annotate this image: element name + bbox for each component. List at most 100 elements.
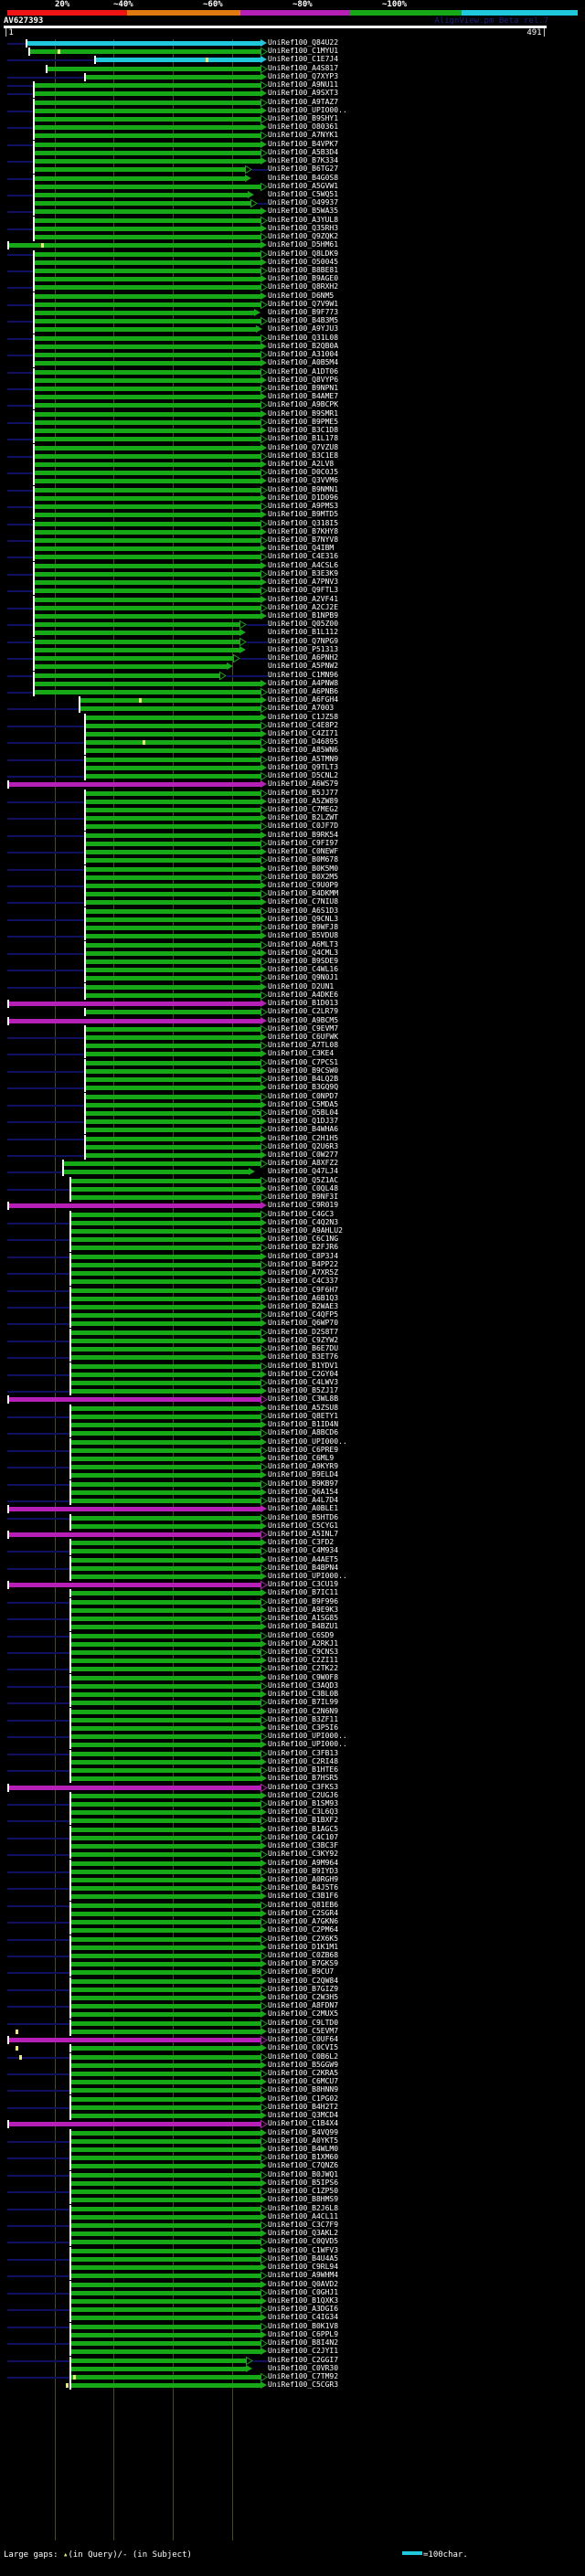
subject-accession-label[interactable]: UniRef100_D1K1M1 xyxy=(268,1942,339,1951)
hit-bar[interactable] xyxy=(7,1532,261,1537)
hit-bar[interactable] xyxy=(33,437,261,442)
hit-bar[interactable] xyxy=(84,841,261,846)
subject-accession-label[interactable]: UniRef100_A7XR5Z xyxy=(268,1268,339,1277)
hit-bar[interactable] xyxy=(84,1052,261,1057)
hit-bar[interactable] xyxy=(33,647,239,652)
subject-accession-label[interactable]: UniRef100_Q4IBM xyxy=(268,544,335,553)
hit-bar[interactable] xyxy=(69,2080,261,2085)
alignment-row[interactable]: UniRef100_B4J5T6 xyxy=(0,1883,585,1893)
hit-bar[interactable] xyxy=(33,235,261,240)
hit-bar[interactable] xyxy=(33,175,245,181)
subject-accession-label[interactable]: UniRef100_Q5Z1AC xyxy=(268,1175,339,1184)
alignment-row[interactable]: UniRef100_B1BXF2 xyxy=(0,1816,585,1826)
subject-accession-label[interactable]: UniRef100_A7NYK1 xyxy=(268,131,339,140)
hit-bar[interactable] xyxy=(69,1557,261,1563)
alignment-row[interactable]: UniRef100_Q7NPG9 xyxy=(0,637,585,646)
alignment-row[interactable]: UniRef100_B3ZF11 xyxy=(0,1715,585,1724)
alignment-row[interactable]: UniRef100_C5CGR3 xyxy=(0,2380,585,2390)
hit-bar[interactable] xyxy=(69,1262,261,1267)
hit-bar[interactable] xyxy=(69,1776,261,1782)
subject-accession-label[interactable]: UniRef100_A31004 xyxy=(268,350,339,359)
subject-accession-label[interactable]: UniRef100_A0YKT5 xyxy=(268,2136,339,2145)
hit-bar[interactable] xyxy=(33,83,261,89)
subject-accession-label[interactable]: UniRef100_B4J5T6 xyxy=(268,1883,339,1892)
subject-accession-label[interactable]: UniRef100_O50045 xyxy=(268,257,339,266)
subject-accession-label[interactable]: UniRef100_C3B1F6 xyxy=(268,1892,339,1901)
subject-accession-label[interactable]: UniRef100_B7IL99 xyxy=(268,1698,339,1707)
subject-accession-label[interactable]: UniRef100_Q05Z00 xyxy=(268,620,339,629)
subject-accession-label[interactable]: UniRef100_A4DKE6 xyxy=(268,990,339,999)
subject-accession-label[interactable]: UniRef100_A3DGI6 xyxy=(268,2305,339,2314)
subject-accession-label[interactable]: UniRef100_B1D013 xyxy=(268,999,339,1008)
alignment-row[interactable]: UniRef100_A9KYR9 xyxy=(0,1462,585,1472)
alignment-row[interactable]: UniRef100_C0QVD5 xyxy=(0,2237,585,2247)
alignment-row[interactable]: UniRef100_A5GVW1 xyxy=(0,182,585,191)
hit-bar[interactable] xyxy=(69,1515,261,1521)
subject-accession-label[interactable]: UniRef100_C4WL16 xyxy=(268,965,339,974)
subject-accession-label[interactable]: UniRef100_B1YDV1 xyxy=(268,1361,339,1370)
alignment-row[interactable]: UniRef100_C3L6Q3 xyxy=(0,1807,585,1818)
hit-bar[interactable] xyxy=(69,1860,261,1866)
alignment-row[interactable]: UniRef100_UPI000.. xyxy=(0,1740,585,1750)
hit-bar[interactable] xyxy=(69,2214,261,2220)
alignment-row[interactable]: UniRef100_C7TM92 xyxy=(0,2372,585,2381)
subject-accession-label[interactable]: UniRef100_Q318I5 xyxy=(268,518,339,527)
alignment-row[interactable]: UniRef100_B9RK54 xyxy=(0,831,585,840)
alignment-row[interactable]: UniRef100_C5EVM7 xyxy=(0,2027,585,2036)
subject-accession-label[interactable]: UniRef100_C0UF64 xyxy=(268,2035,339,2044)
alignment-row[interactable]: UniRef100_C1MN96 xyxy=(0,671,585,680)
hit-bar[interactable] xyxy=(33,344,261,349)
hit-bar[interactable] xyxy=(84,917,261,922)
hit-bar[interactable] xyxy=(69,1970,261,1976)
hit-bar[interactable] xyxy=(33,479,261,484)
alignment-row[interactable]: UniRef100_A9PMS3 xyxy=(0,502,585,512)
subject-accession-label[interactable]: UniRef100_A4AET5 xyxy=(268,1554,339,1564)
alignment-row[interactable]: UniRef100_B7NYV8 xyxy=(0,535,585,545)
subject-accession-label[interactable]: UniRef100_C1JZ58 xyxy=(268,712,339,721)
alignment-row[interactable]: UniRef100_C0VR30 xyxy=(0,2364,585,2373)
hit-bar[interactable] xyxy=(69,1675,261,1680)
subject-accession-label[interactable]: UniRef100_B5JJ77 xyxy=(268,788,339,797)
alignment-row[interactable]: UniRef100_B8BE81 xyxy=(0,266,585,275)
alignment-row[interactable]: UniRef100_C2GGI7 xyxy=(0,2356,585,2365)
hit-bar[interactable] xyxy=(69,1549,261,1554)
hit-bar[interactable] xyxy=(69,1953,261,1958)
subject-accession-label[interactable]: UniRef100_A1DT06 xyxy=(268,366,339,376)
alignment-row[interactable]: UniRef100_B5ZJ17 xyxy=(0,1386,585,1396)
hit-bar[interactable] xyxy=(33,167,245,173)
hit-bar[interactable] xyxy=(69,2020,261,2026)
hit-bar[interactable] xyxy=(33,387,261,392)
alignment-row[interactable]: UniRef100_C1PG02 xyxy=(0,2094,585,2104)
hit-bar[interactable] xyxy=(69,1389,261,1394)
subject-accession-label[interactable]: UniRef100_D5CNL2 xyxy=(268,771,339,780)
alignment-row[interactable]: UniRef100_Q7VZU8 xyxy=(0,443,585,452)
alignment-row[interactable]: UniRef100_C3FKS3 xyxy=(0,1783,585,1792)
subject-accession-label[interactable]: UniRef100_Q9TLT3 xyxy=(268,762,339,771)
hit-bar[interactable] xyxy=(69,2164,261,2169)
hit-bar[interactable] xyxy=(69,1743,261,1748)
hit-bar[interactable] xyxy=(33,226,261,231)
subject-accession-label[interactable]: UniRef100_Q9CNL3 xyxy=(268,914,339,923)
subject-accession-label[interactable]: UniRef100_B7HSR5 xyxy=(268,1774,339,1783)
alignment-row[interactable]: UniRef100_B4WHA6 xyxy=(0,1125,585,1135)
alignment-row[interactable]: UniRef100_B4G0S8 xyxy=(0,174,585,183)
subject-accession-label[interactable]: UniRef100_B1L112 xyxy=(268,628,339,637)
hit-bar[interactable] xyxy=(33,513,261,518)
subject-accession-label[interactable]: UniRef100_D46895 xyxy=(268,737,339,747)
hit-bar[interactable] xyxy=(33,150,261,155)
alignment-row[interactable]: UniRef100_Q318I5 xyxy=(0,518,585,528)
subject-accession-label[interactable]: UniRef100_B3C1E8 xyxy=(268,451,339,460)
subject-accession-label[interactable]: UniRef100_Q8LDK9 xyxy=(268,249,339,258)
hit-bar[interactable] xyxy=(84,866,261,872)
subject-accession-label[interactable]: UniRef100_B7IC11 xyxy=(268,1588,339,1597)
alignment-row[interactable]: UniRef100_B4VQ99 xyxy=(0,2128,585,2137)
subject-accession-label[interactable]: UniRef100_D2UN1 xyxy=(268,981,335,991)
alignment-row[interactable]: UniRef100_B5HTD6 xyxy=(0,1513,585,1522)
hit-bar[interactable] xyxy=(84,1060,261,1065)
subject-accession-label[interactable]: UniRef100_A7GKN6 xyxy=(268,1917,339,1926)
alignment-row[interactable]: UniRef100_C1B4X4 xyxy=(0,2119,585,2129)
alignment-row[interactable]: UniRef100_C4C337 xyxy=(0,1277,585,1287)
alignment-row[interactable]: UniRef100_C9W0F8 xyxy=(0,1673,585,1682)
subject-accession-label[interactable]: UniRef100_A9SXT3 xyxy=(268,89,339,98)
alignment-row[interactable]: UniRef100_B9MTD5 xyxy=(0,510,585,520)
